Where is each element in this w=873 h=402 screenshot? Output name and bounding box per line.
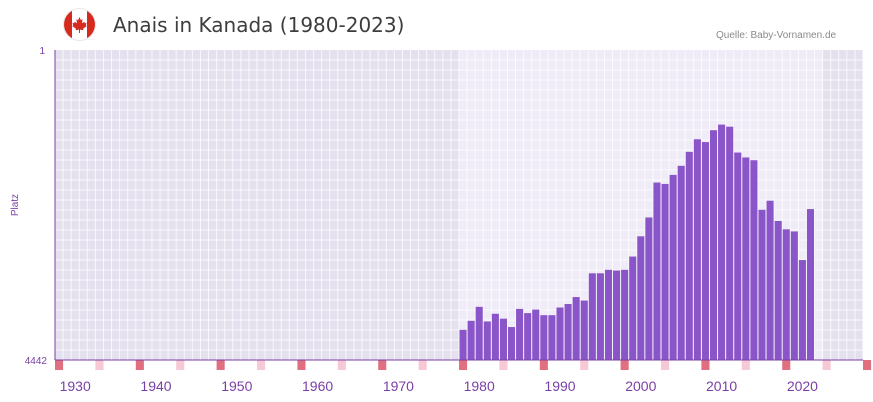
year-marker-1953 [257,360,266,370]
bar-1992 [572,297,580,360]
bar-2001 [645,217,653,360]
x-tick-label-1970: 1970 [383,378,414,394]
bar-1986 [524,313,532,360]
bar-1980 [475,306,483,360]
bar-1996 [604,269,613,360]
year-marker-1978 [459,360,468,370]
source-attribution: Quelle: Baby-Vornamen.de [716,30,837,41]
bar-2007 [693,139,701,360]
bar-2020 [798,260,806,360]
y-axis-label: Platz [10,194,21,216]
bar-2008 [701,142,709,360]
year-marker-1983 [499,360,508,370]
year-marker-1958 [297,360,306,370]
y-tick-label-bottom: 4442 [25,356,48,367]
bar-2017 [774,220,782,360]
x-tick-label-1930: 1930 [60,378,91,394]
bar-1998 [621,269,629,360]
bar-1981 [483,321,491,360]
bar-2016 [766,200,774,360]
bar-2019 [790,231,798,360]
y-tick-label-top: 1 [39,46,45,57]
bar-1979 [467,320,475,360]
year-marker-1933 [95,360,104,370]
x-tick-label-1980: 1980 [464,378,495,394]
year-marker-1988 [539,360,548,370]
x-tick-label-2000: 2000 [625,378,656,394]
bar-2014 [750,160,758,360]
year-marker-2023 [822,360,831,370]
bar-1983 [499,318,507,360]
bar-2009 [709,130,718,360]
bar-2002 [653,182,661,360]
bar-1985 [516,308,524,360]
canada-flag-icon [64,9,95,40]
bar-2021 [806,209,815,360]
bar-2011 [726,126,734,360]
year-marker-2013 [741,360,750,370]
bar-2015 [758,209,766,360]
bar-1997 [613,270,621,360]
year-marker-2003 [661,360,670,370]
bar-1999 [629,256,637,360]
year-marker-1938 [135,360,144,370]
bar-1987 [532,309,540,360]
year-marker-1998 [620,360,629,370]
bar-1989 [548,315,556,360]
bar-1982 [491,313,499,360]
bar-1988 [540,315,548,360]
bar-2005 [677,165,685,360]
year-marker-2008 [701,360,710,370]
bar-1994 [588,273,596,360]
x-tick-label-1950: 1950 [221,378,252,394]
x-tick-label-1990: 1990 [544,378,575,394]
bar-1991 [564,304,572,360]
x-tick-label-1940: 1940 [140,378,171,394]
year-marker-1928 [55,360,64,370]
x-tick-label-2010: 2010 [706,378,737,394]
bar-2004 [669,174,677,360]
bar-1990 [556,307,564,360]
year-marker-1968 [378,360,387,370]
year-marker-1993 [580,360,589,370]
x-tick-label-1960: 1960 [302,378,333,394]
bar-1978 [459,329,467,360]
bar-2000 [637,236,645,360]
x-tick-label-2020: 2020 [787,378,818,394]
bar-2012 [734,152,742,360]
plot-background-after [822,50,863,360]
chart-title: Anais in Kanada (1980-2023) [113,13,405,37]
year-marker-1948 [216,360,225,370]
bar-2003 [661,183,669,360]
year-marker-1963 [337,360,346,370]
bar-1995 [596,273,604,360]
bar-2006 [685,151,693,360]
year-marker-2018 [782,360,791,370]
bar-1984 [507,327,516,360]
year-marker-2028 [863,360,872,370]
bar-2010 [718,124,726,361]
year-marker-1973 [418,360,427,370]
bar-2018 [782,229,790,360]
bar-2013 [742,157,750,360]
year-marker-1943 [176,360,185,370]
bar-1993 [580,300,588,360]
